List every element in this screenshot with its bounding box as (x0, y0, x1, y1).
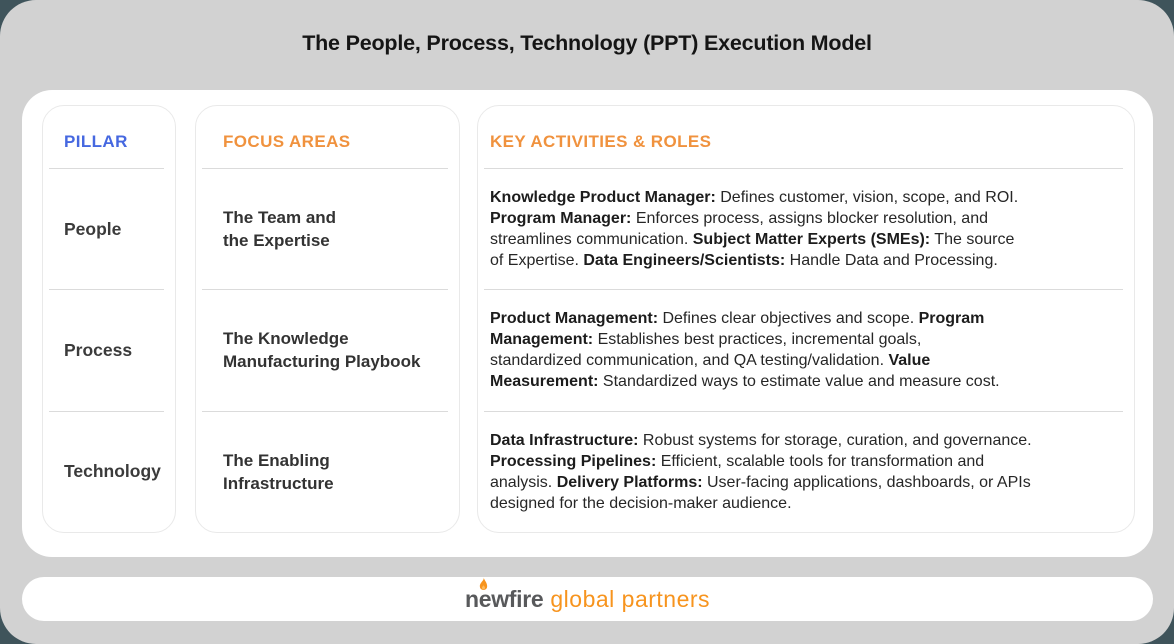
pillar-column: PILLAR People Process Technology (42, 105, 176, 533)
key-activities-people: Knowledge Product Manager: Defines custo… (490, 189, 1019, 270)
model-table-panel: PILLAR People Process Technology FOCUS A… (22, 90, 1153, 557)
focus-area-people: The Team and the Expertise (223, 208, 337, 251)
logo-text-primary: newfire (465, 576, 544, 613)
logo-text-secondary: global partners (550, 585, 711, 612)
newfire-logo: newfire global partners (465, 576, 711, 613)
divider (484, 168, 1123, 169)
table-row: Process (43, 290, 175, 410)
divider (49, 168, 164, 169)
table-row: Data Infrastructure: Robust systems for … (478, 412, 1134, 532)
focus-areas-column: FOCUS AREAS The Team and the Expertise T… (195, 105, 460, 533)
pillar-label-people: People (64, 218, 122, 239)
key-activities-column: KEY ACTIVITIES & ROLES Knowledge Product… (477, 105, 1135, 533)
key-activities-technology: Data Infrastructure: Robust systems for … (490, 431, 1032, 512)
table-row: The Enabling Infrastructure (196, 412, 459, 532)
pillar-column-header: PILLAR (64, 132, 128, 151)
divider (49, 289, 164, 291)
divider (484, 410, 1123, 412)
divider (484, 289, 1123, 291)
footer-bar: newfire global partners (22, 576, 1153, 621)
divider (202, 289, 448, 291)
table-row: The Knowledge Manufacturing Playbook (196, 290, 459, 410)
table-row: The Team and the Expertise (196, 169, 459, 289)
key-activities-process: Product Management: Defines clear object… (490, 310, 1000, 391)
page-title: The People, Process, Technology (PPT) Ex… (302, 31, 872, 55)
key-activities-column-header: KEY ACTIVITIES & ROLES (490, 132, 712, 151)
divider (202, 168, 448, 169)
table-row: Knowledge Product Manager: Defines custo… (478, 169, 1134, 289)
table-row: Technology (43, 412, 175, 532)
pillar-label-technology: Technology (64, 461, 161, 482)
table-row: People (43, 169, 175, 289)
focus-area-process: The Knowledge Manufacturing Playbook (223, 329, 421, 372)
divider (202, 410, 448, 412)
pillar-label-process: Process (64, 339, 133, 360)
divider (49, 410, 164, 412)
table-row: Product Management: Defines clear object… (478, 290, 1134, 410)
focus-area-technology: The Enabling Infrastructure (223, 450, 334, 493)
focus-areas-column-header: FOCUS AREAS (223, 132, 351, 151)
